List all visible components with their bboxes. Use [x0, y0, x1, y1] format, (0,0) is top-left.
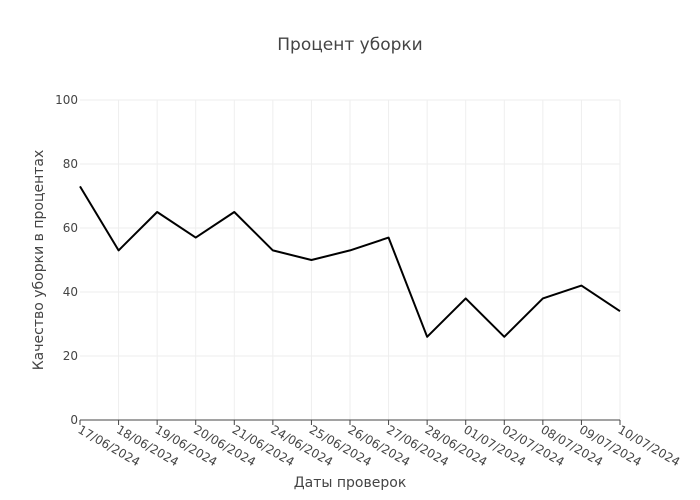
- y-tick-label: 100: [55, 93, 78, 107]
- y-tick-labels: 0 20 40 60 80 100: [55, 93, 78, 427]
- x-tick-labels: 17/06/202418/06/202419/06/202420/06/2024…: [76, 422, 683, 469]
- y-tick-label: 40: [63, 285, 78, 299]
- x-axis-title: Даты проверок: [294, 475, 407, 491]
- series-line: [79, 185, 621, 338]
- axes: [79, 419, 621, 425]
- y-tick-label: 80: [63, 157, 78, 171]
- gridlines: [80, 99, 621, 420]
- series-layer: [79, 185, 621, 338]
- y-tick-label: 0: [70, 413, 78, 427]
- chart-title: Процент уборки: [277, 35, 422, 55]
- y-tick-label: 20: [63, 349, 78, 363]
- y-axis-title: Качество уборки в процентах: [31, 150, 47, 371]
- y-tick-label: 60: [63, 221, 78, 235]
